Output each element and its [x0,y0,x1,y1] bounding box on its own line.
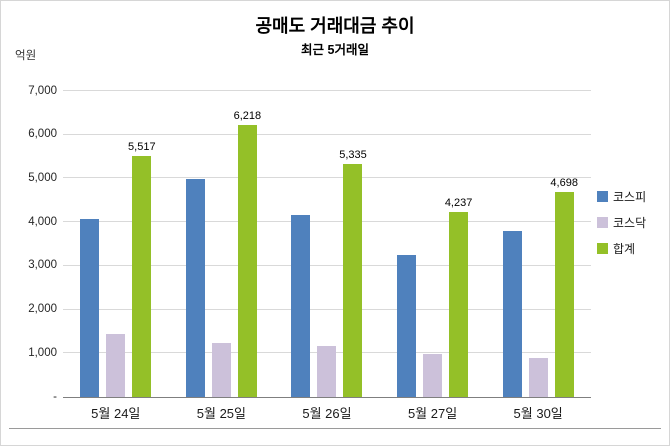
bar-data-label: 4,237 [444,196,473,209]
y-axis-tick-label: 1,000 [28,346,57,359]
bar-코스닥 [423,353,443,397]
legend-label: 코스닥 [613,216,647,230]
gridline [63,221,591,223]
bar-코스닥 [528,357,548,397]
y-axis-tick-label: 7,000 [28,84,57,97]
x-axis-category-label: 5월 27일 [407,405,458,421]
bar-코스피 [80,218,100,397]
bar-group: 5,335 [274,91,380,397]
bar-group: 4,237 [380,91,486,397]
bar-합계: 6,218 [234,110,261,397]
legend-swatch [597,217,608,228]
bar-data-label: 4,698 [550,176,578,189]
y-axis-tick-label: 4,000 [28,215,57,228]
x-axis-category-label: 5월 25일 [196,405,246,421]
bar-코스닥 [106,334,126,397]
chart-title: 공매도 거래대금 추이 [255,16,415,36]
legend-item-코스닥: 코스닥 [597,214,646,231]
bar-코스닥 [211,343,231,397]
gridline [63,264,591,266]
chart-subtitle: 최근 5거래일 [301,43,369,57]
bar-data-label: 5,517 [128,140,156,153]
plot-area: 5,517 6,218 5,335 4,237 4,698 [63,90,591,398]
bar-group: 6,218 [169,91,275,397]
y-axis-tick-label: 5,000 [28,171,57,184]
x-axis: 5월 24일 5월 25일 5월 26일 5월 27일 5월 30일 [63,398,591,426]
x-axis-category-label: 5월 30일 [513,405,563,421]
gridline [63,133,591,135]
gridline [63,90,591,91]
y-axis-tick-label: - [53,390,57,403]
bar-코스피 [502,230,522,397]
x-axis-category-label: 5월 26일 [302,405,352,421]
bar-코스닥 [317,345,337,397]
bar-합계: 4,237 [445,197,472,397]
bar-코스피 [185,178,205,397]
legend-label: 코스피 [613,190,647,204]
legend-label: 합계 [613,242,636,256]
bar-합계: 5,335 [339,149,367,397]
gridline [63,308,591,310]
y-axis-tick-label: 3,000 [28,259,57,272]
bar-코스피 [397,254,417,397]
y-axis: - 1,000 2,000 3,000 4,000 5,000 6,000 7,000 [7,85,57,402]
bar-합계: 5,517 [128,141,156,397]
bar-group: 4,698 [485,91,591,397]
y-axis-tick-label: 2,000 [28,302,57,315]
bar-코스피 [291,215,311,397]
axis-bottom-border [9,428,661,429]
bar-data-label: 6,218 [233,110,262,123]
bar-합계: 4,698 [550,177,578,397]
x-axis-category-label: 5월 24일 [91,405,141,421]
bar-data-label: 5,335 [339,148,367,161]
y-axis-tick-label: 6,000 [28,127,57,140]
bar-group: 5,517 [63,91,169,397]
legend-swatch [597,243,608,254]
legend-swatch [597,191,608,202]
legend-item-코스피: 코스피 [597,188,646,205]
legend-item-합계: 합계 [597,240,646,257]
gridline [63,177,591,179]
y-axis-unit-label: 억원 [15,50,37,62]
